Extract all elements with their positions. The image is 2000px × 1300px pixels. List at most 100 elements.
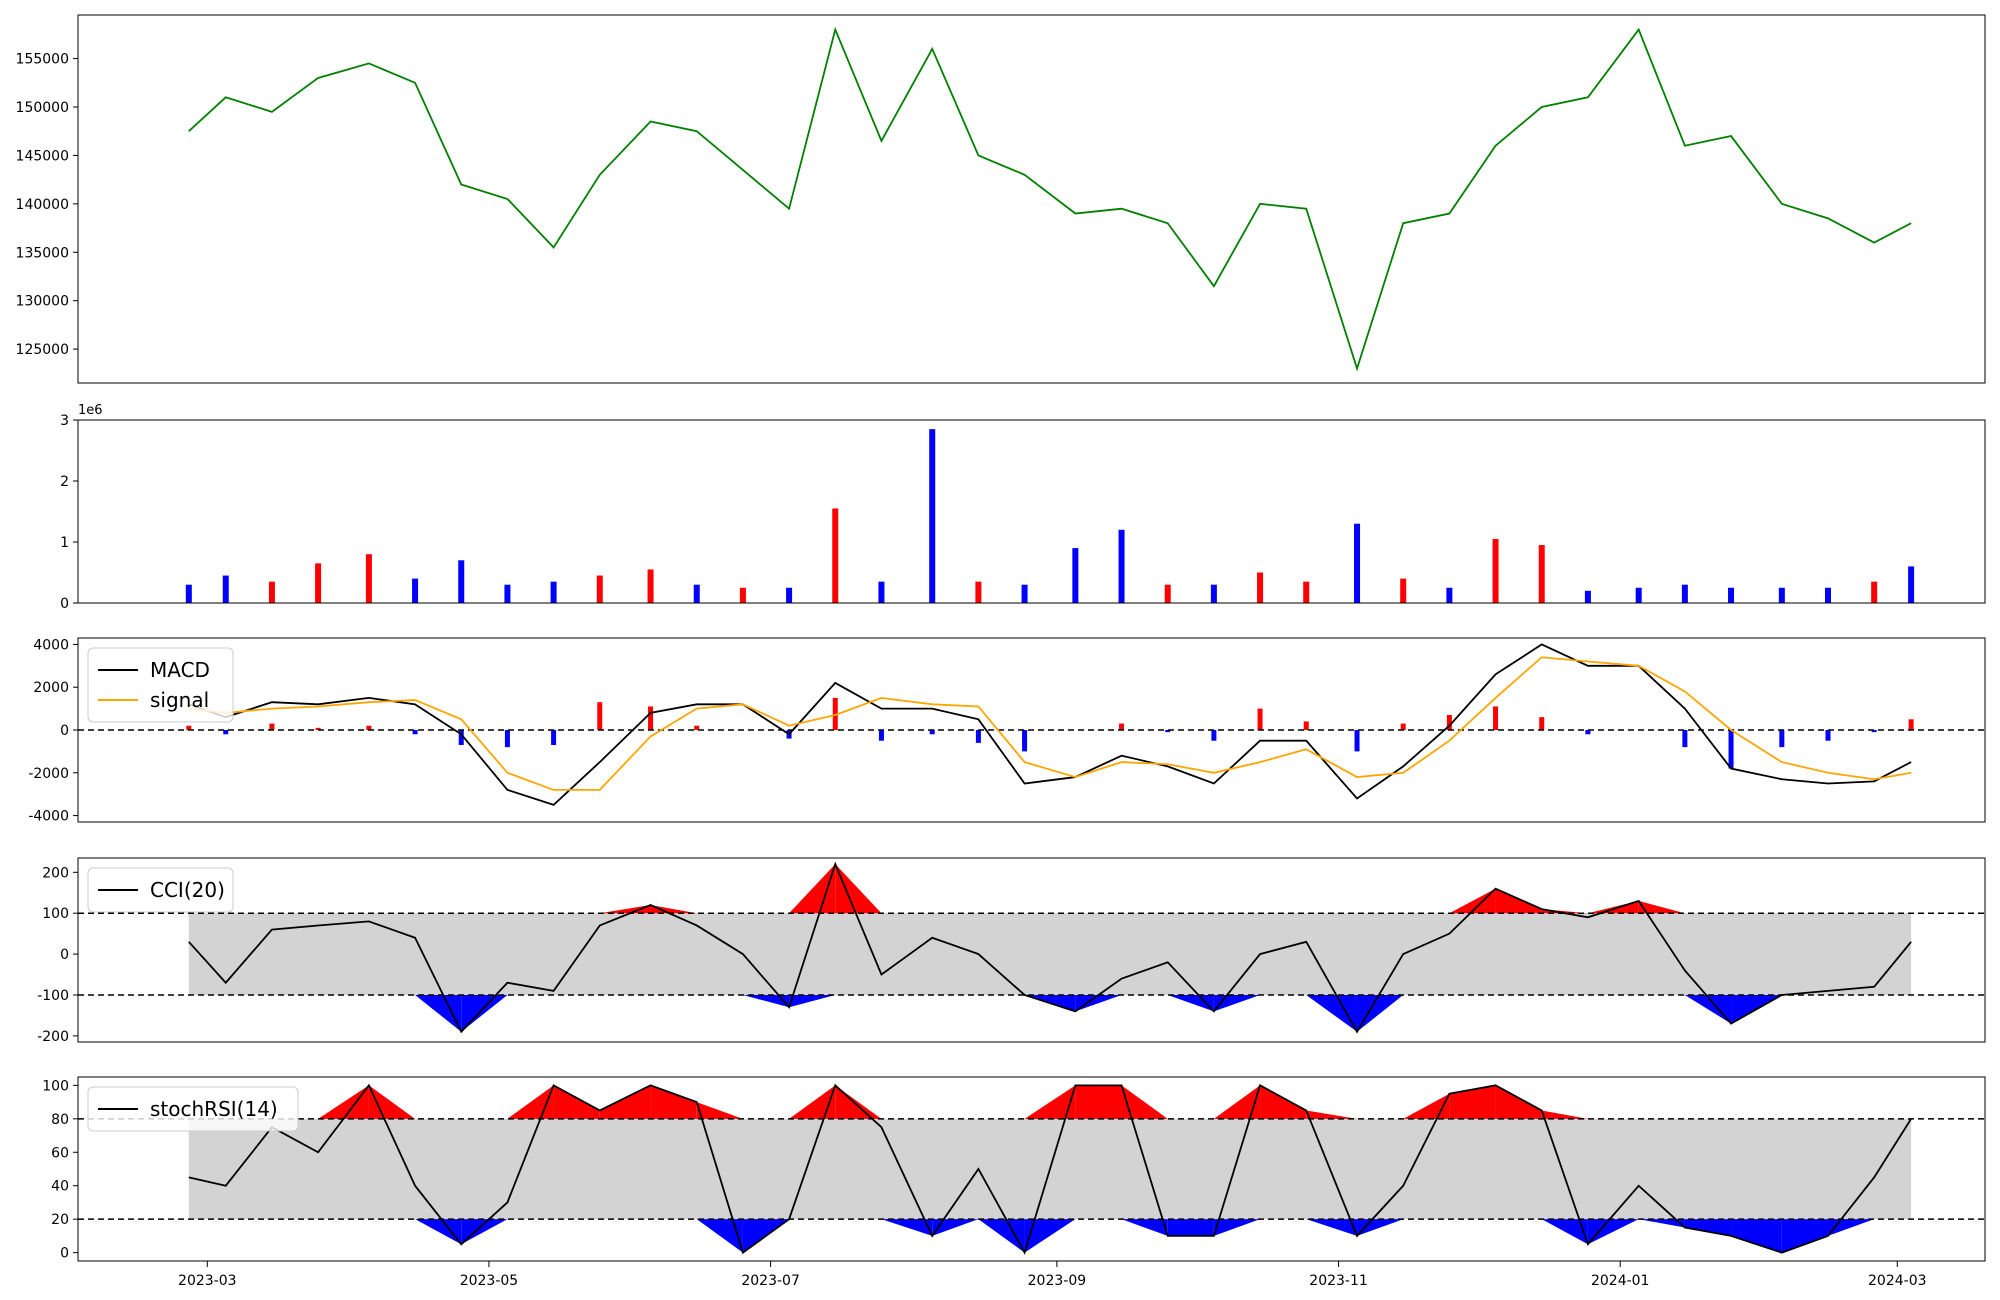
volume-bar <box>550 581 557 603</box>
histogram-bar <box>1493 706 1499 730</box>
panel-volume: 0 1 2 3 1e6 <box>60 403 1986 612</box>
axes-frame <box>77 1076 1986 1262</box>
oversold-fill <box>1684 994 1732 1024</box>
overbought-fill <box>1403 1093 1450 1119</box>
histogram-bar <box>412 730 418 735</box>
oversold-fill <box>1828 1219 1875 1236</box>
volume-bar <box>1908 566 1915 603</box>
y-tick-label: 200 <box>42 865 69 881</box>
oversold-fill <box>461 1219 508 1245</box>
overbought-fill <box>1260 1085 1307 1119</box>
histogram-bar <box>1728 730 1734 769</box>
histogram-bar <box>1354 730 1360 752</box>
y-tick-label: 0 <box>60 1246 69 1262</box>
volume-bar <box>315 563 322 603</box>
oversold-fill <box>1781 1219 1829 1253</box>
oversold-fill <box>1213 994 1261 1012</box>
volume-bar <box>1825 587 1832 603</box>
oversold-fill <box>1075 994 1122 1012</box>
overbought-fill <box>835 864 882 914</box>
y-tick-label: 0 <box>60 596 69 612</box>
histogram-bar <box>694 725 700 730</box>
volume-bar <box>365 554 372 603</box>
x-tick-label: 2024-01 <box>1591 1273 1650 1289</box>
histogram-bar <box>1825 730 1831 741</box>
oversold-fill <box>1306 1219 1358 1236</box>
overbought-fill <box>318 1085 369 1119</box>
histogram-bar <box>1908 719 1914 730</box>
y-offset-label: 1e6 <box>78 403 103 418</box>
y-tick-label: 145000 <box>16 148 69 164</box>
oversold-fill <box>1306 994 1358 1032</box>
oversold-fill <box>932 1219 979 1236</box>
overbought-fill <box>1024 1085 1076 1119</box>
oversold-fill <box>789 994 836 1008</box>
histogram-bar <box>1303 721 1309 730</box>
x-tick-label: 2023-11 <box>1309 1273 1368 1289</box>
oversold-fill <box>1024 1219 1076 1253</box>
oversold-fill <box>978 1219 1025 1253</box>
overbought-fill <box>835 1085 882 1119</box>
oversold-fill <box>415 994 462 1032</box>
volume-bar <box>185 584 192 603</box>
legend-label: stochRSI(14) <box>150 1097 278 1121</box>
oversold-fill <box>1121 1219 1168 1236</box>
chart-panels: 1250001300001350001400001450001500001550… <box>16 14 1986 1289</box>
histogram-bar <box>878 730 884 741</box>
volume-bar <box>1871 581 1878 603</box>
histogram-bar <box>366 725 372 730</box>
y-tick-label: 1 <box>60 535 69 551</box>
histogram-bar <box>1779 730 1785 748</box>
y-tick-label: 100 <box>42 1078 69 1094</box>
axes-frame <box>77 857 1986 1043</box>
y-tick-label: 130000 <box>16 294 69 310</box>
y-tick-label: 2000 <box>33 680 69 696</box>
y-tick-label: 150000 <box>16 100 69 116</box>
y-tick-label: 3 <box>60 413 69 429</box>
legend-label: MACD <box>150 658 210 682</box>
volume-bar <box>1257 572 1264 603</box>
oversold-fill <box>415 1219 462 1245</box>
overbought-fill <box>1306 1110 1358 1119</box>
histogram-bar <box>648 706 654 730</box>
y-tick-label: 100 <box>42 906 69 922</box>
oversold-fill <box>1167 1219 1214 1236</box>
histogram-bar <box>186 725 192 730</box>
volume-bar <box>1118 529 1125 603</box>
y-tick-label: 40 <box>51 1179 69 1195</box>
volume-bar <box>1446 587 1453 603</box>
histogram-bar <box>1400 723 1406 730</box>
histogram-bar <box>1539 717 1545 730</box>
overbought-fill <box>696 1102 743 1119</box>
y-tick-label: 140000 <box>16 197 69 213</box>
histogram-bar <box>1585 730 1591 735</box>
histogram-bar <box>832 697 838 730</box>
overbought-fill <box>789 1085 836 1119</box>
volume-bar <box>647 569 654 603</box>
volume-bar <box>1072 548 1079 603</box>
y-tick-label: 60 <box>51 1145 69 1161</box>
overbought-fill <box>1213 1085 1261 1119</box>
volume-bar <box>1635 587 1642 603</box>
overbought-fill <box>599 905 651 914</box>
band-fill <box>188 913 1912 995</box>
x-tick-label: 2024-03 <box>1868 1273 1927 1289</box>
legend-box <box>87 1086 299 1132</box>
volume-bar <box>1021 584 1028 603</box>
y-tick-label: 0 <box>60 723 69 739</box>
volume-bar <box>504 584 511 603</box>
x-tick-label: 2023-07 <box>741 1273 800 1289</box>
overbought-fill <box>507 1085 554 1119</box>
legend-label: signal <box>150 688 209 712</box>
histogram-bar <box>269 723 275 730</box>
oversold-fill <box>696 1219 743 1253</box>
volume-bar <box>1303 581 1310 603</box>
oversold-fill <box>1731 1219 1782 1253</box>
histogram-bar <box>551 730 557 745</box>
x-tick-label: 2023-09 <box>1028 1273 1087 1289</box>
volume-bar <box>739 587 746 603</box>
overbought-fill <box>1541 909 1588 914</box>
legend-box <box>87 647 234 723</box>
histogram-bar <box>223 730 229 735</box>
